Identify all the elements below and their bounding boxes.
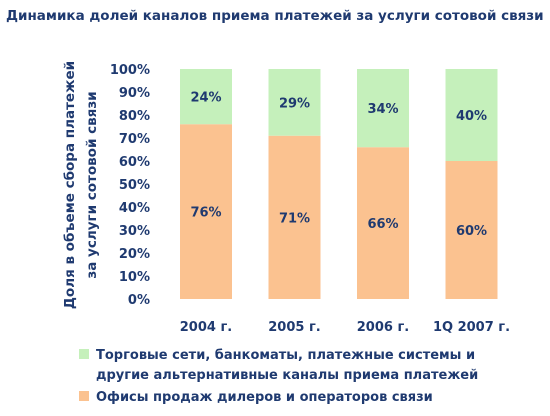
data-label: 71%: [279, 211, 310, 226]
data-label: 60%: [456, 224, 487, 239]
y-axis-label-line-1: Доля в объеме сбора платежей: [62, 61, 78, 309]
y-axis: 0% 10% 20% 30% 40% 50% 60% 70% 80% 90% 100%: [110, 63, 150, 308]
chart-title: Динамика долей каналов приема платежей з…: [6, 8, 544, 24]
data-label: 40%: [456, 109, 487, 124]
legend-text-dealer-offices: Офисы продаж дилеров и операторов связи: [96, 390, 433, 405]
y-axis-label: Доля в объеме сбора платежей за услуги с…: [62, 61, 100, 309]
bar-alt-channels: [357, 69, 409, 148]
y-tick-label: 70%: [119, 132, 150, 147]
bar-dealer-offices: [445, 161, 498, 299]
bar-dealer-offices: [180, 124, 232, 299]
y-tick-label: 0%: [128, 293, 150, 308]
y-tick-label: 90%: [119, 86, 150, 101]
y-tick-label: 20%: [119, 247, 150, 262]
bar-alt-channels: [180, 69, 232, 125]
x-tick-label: 1Q 2007 г.: [433, 320, 510, 335]
x-tick-label: 2004 г.: [180, 320, 232, 335]
y-axis-label-line-2: за услуги сотовой связи: [84, 91, 100, 278]
bar-alt-channels: [445, 69, 498, 161]
bar-alt-channels: [268, 69, 321, 136]
x-axis: 2004 г. 2005 г. 2006 г. 1Q 2007 г.: [180, 320, 510, 335]
legend-swatch-alt-channels: [79, 349, 89, 359]
y-tick-label: 100%: [110, 63, 150, 78]
legend-text-alt-channels-line-1: Торговые сети, банкоматы, платежные сист…: [96, 348, 475, 363]
legend: Торговые сети, банкоматы, платежные сист…: [79, 348, 478, 405]
data-label: 29%: [279, 96, 310, 111]
legend-swatch-dealer-offices: [79, 391, 89, 401]
y-tick-label: 80%: [119, 109, 150, 124]
bar-dealer-offices: [357, 147, 409, 299]
data-label: 66%: [367, 217, 398, 232]
bar-dealer-offices: [268, 135, 321, 299]
y-tick-label: 10%: [119, 270, 150, 285]
y-tick-label: 50%: [119, 178, 150, 193]
data-label: 76%: [190, 206, 221, 221]
x-tick-label: 2006 г.: [357, 320, 409, 335]
legend-text-alt-channels-line-2: другие альтернативные каналы приема плат…: [96, 368, 478, 383]
data-label: 34%: [367, 102, 398, 117]
y-tick-label: 40%: [119, 201, 150, 216]
bars: 76% 24% 71% 29% 66% 34% 60% 40%: [180, 69, 498, 299]
x-tick-label: 2005 г.: [268, 320, 320, 335]
y-tick-label: 60%: [119, 155, 150, 170]
y-tick-label: 30%: [119, 224, 150, 239]
data-label: 24%: [190, 91, 221, 106]
